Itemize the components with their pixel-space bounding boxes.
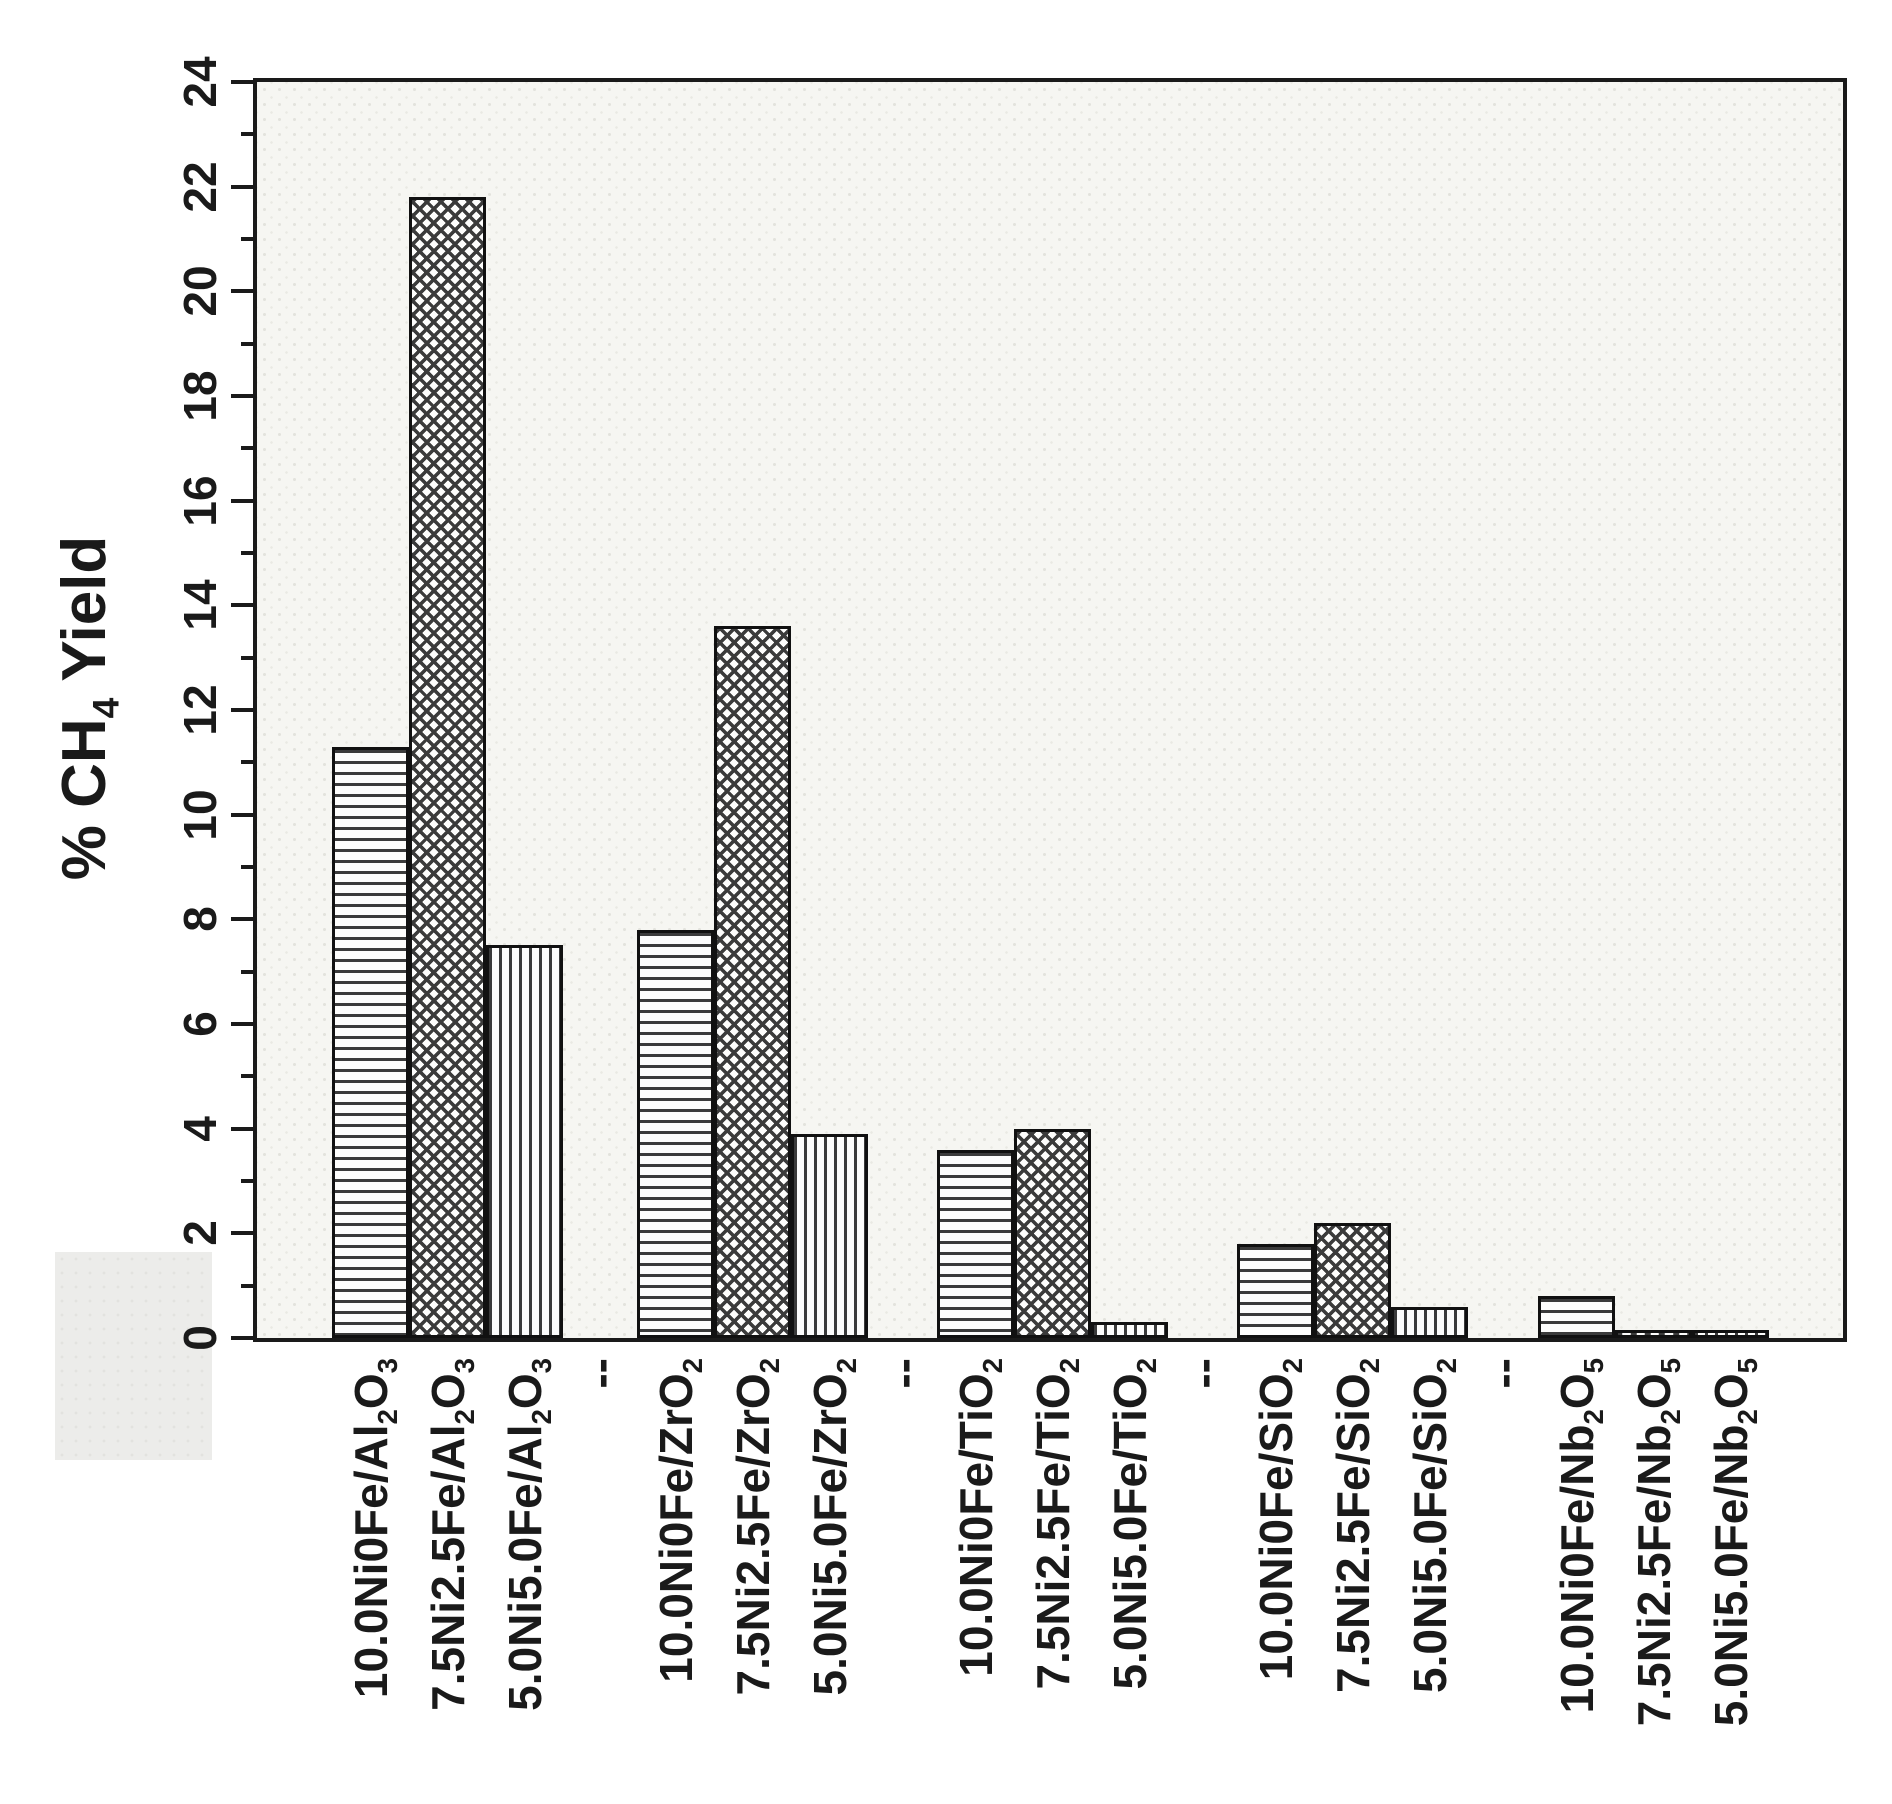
y-minor-tick xyxy=(241,446,253,450)
y-tick-label: 16 xyxy=(174,475,226,527)
bar-50ni50fe-al2o3 xyxy=(486,945,563,1338)
bar-75ni25fe-nb2o5 xyxy=(1615,1330,1692,1338)
x-tick-label: 5.0Ni5.0Fe/SiO2 xyxy=(1404,1358,1463,1693)
x-tick-label: 10.0Ni0Fe/Nb2O5 xyxy=(1551,1358,1610,1714)
y-major-tick xyxy=(231,917,253,921)
y-major-tick xyxy=(231,394,253,398)
y-minor-tick xyxy=(241,760,253,764)
y-minor-tick xyxy=(241,970,253,974)
y-minor-tick xyxy=(241,551,253,555)
y-minor-tick xyxy=(241,342,253,346)
y-minor-tick xyxy=(241,132,253,136)
y-tick-label: 14 xyxy=(174,579,226,631)
bar-50ni50fe-nb2o5 xyxy=(1692,1330,1769,1338)
group-separator-label: -- xyxy=(1177,1358,1229,1389)
y-major-tick xyxy=(231,1231,253,1235)
y-tick-label: 2 xyxy=(174,1220,226,1246)
group-separator-label: -- xyxy=(877,1358,929,1389)
x-tick-label: 7.5Ni2.5Fe/ZrO2 xyxy=(727,1358,786,1696)
x-tick-label: 5.0Ni5.0Fe/Nb2O5 xyxy=(1705,1358,1764,1727)
y-tick-label: 24 xyxy=(174,56,226,108)
y-major-tick xyxy=(231,1127,253,1131)
bar-75ni25fe-sio2 xyxy=(1314,1223,1391,1338)
y-minor-tick xyxy=(241,237,253,241)
y-minor-tick xyxy=(241,1074,253,1078)
x-tick-label: 7.5Ni2.5Fe/Nb2O5 xyxy=(1628,1358,1687,1727)
bar-100ni0fe-tio2 xyxy=(937,1150,1014,1338)
y-major-tick xyxy=(231,1336,253,1340)
bar-75ni25fe-zro2 xyxy=(714,626,791,1338)
y-minor-tick xyxy=(241,656,253,660)
y-tick-label: 20 xyxy=(174,265,226,317)
bar-75ni25fe-al2o3 xyxy=(409,197,486,1338)
x-tick-label: 5.0Ni5.0Fe/Al2O3 xyxy=(499,1358,558,1711)
x-tick-label: 10.0Ni0Fe/Al2O3 xyxy=(345,1358,404,1699)
plot-area xyxy=(253,78,1847,1342)
y-tick-label: 12 xyxy=(174,684,226,736)
x-tick-label: 10.0Ni0Fe/ZrO2 xyxy=(650,1358,709,1683)
x-tick-label: 7.5Ni2.5Fe/SiO2 xyxy=(1327,1358,1386,1693)
bar-100ni0fe-sio2 xyxy=(1237,1244,1314,1338)
bar-50ni50fe-tio2 xyxy=(1091,1322,1168,1338)
x-tick-label: 5.0Ni5.0Fe/ZrO2 xyxy=(804,1358,863,1696)
y-minor-tick xyxy=(241,1179,253,1183)
y-tick-label: 8 xyxy=(174,906,226,932)
y-axis-title: % CH4 Yield xyxy=(50,535,127,881)
bar-75ni25fe-tio2 xyxy=(1014,1129,1091,1338)
y-major-tick xyxy=(231,499,253,503)
y-tick-label: 0 xyxy=(174,1325,226,1351)
x-tick-label: 10.0Ni0Fe/SiO2 xyxy=(1250,1358,1309,1681)
y-major-tick xyxy=(231,813,253,817)
y-minor-tick xyxy=(241,1284,253,1288)
y-tick-label: 6 xyxy=(174,1011,226,1037)
y-tick-label: 22 xyxy=(174,161,226,213)
y-tick-label: 10 xyxy=(174,789,226,841)
y-major-tick xyxy=(231,708,253,712)
y-major-tick xyxy=(231,603,253,607)
bar-50ni50fe-zro2 xyxy=(791,1134,868,1338)
x-tick-label: 5.0Ni5.0Fe/TiO2 xyxy=(1104,1358,1163,1690)
y-minor-tick xyxy=(241,865,253,869)
y-major-tick xyxy=(231,1022,253,1026)
bar-100ni0fe-zro2 xyxy=(637,930,714,1338)
bar-100ni0fe-al2o3 xyxy=(332,747,409,1338)
y-major-tick xyxy=(231,185,253,189)
bar-100ni0fe-nb2o5 xyxy=(1538,1296,1615,1338)
group-separator-label: -- xyxy=(574,1358,626,1389)
y-major-tick xyxy=(231,80,253,84)
y-tick-label: 18 xyxy=(174,370,226,422)
y-major-tick xyxy=(231,289,253,293)
y-tick-label: 4 xyxy=(174,1116,226,1142)
bar-50ni50fe-sio2 xyxy=(1391,1307,1468,1338)
x-tick-label: 7.5Ni2.5Fe/Al2O3 xyxy=(422,1358,481,1711)
group-separator-label: -- xyxy=(1477,1358,1529,1389)
x-tick-label: 10.0Ni0Fe/TiO2 xyxy=(950,1358,1009,1677)
x-tick-label: 7.5Ni2.5Fe/TiO2 xyxy=(1027,1358,1086,1690)
watermark-box xyxy=(55,1252,212,1460)
